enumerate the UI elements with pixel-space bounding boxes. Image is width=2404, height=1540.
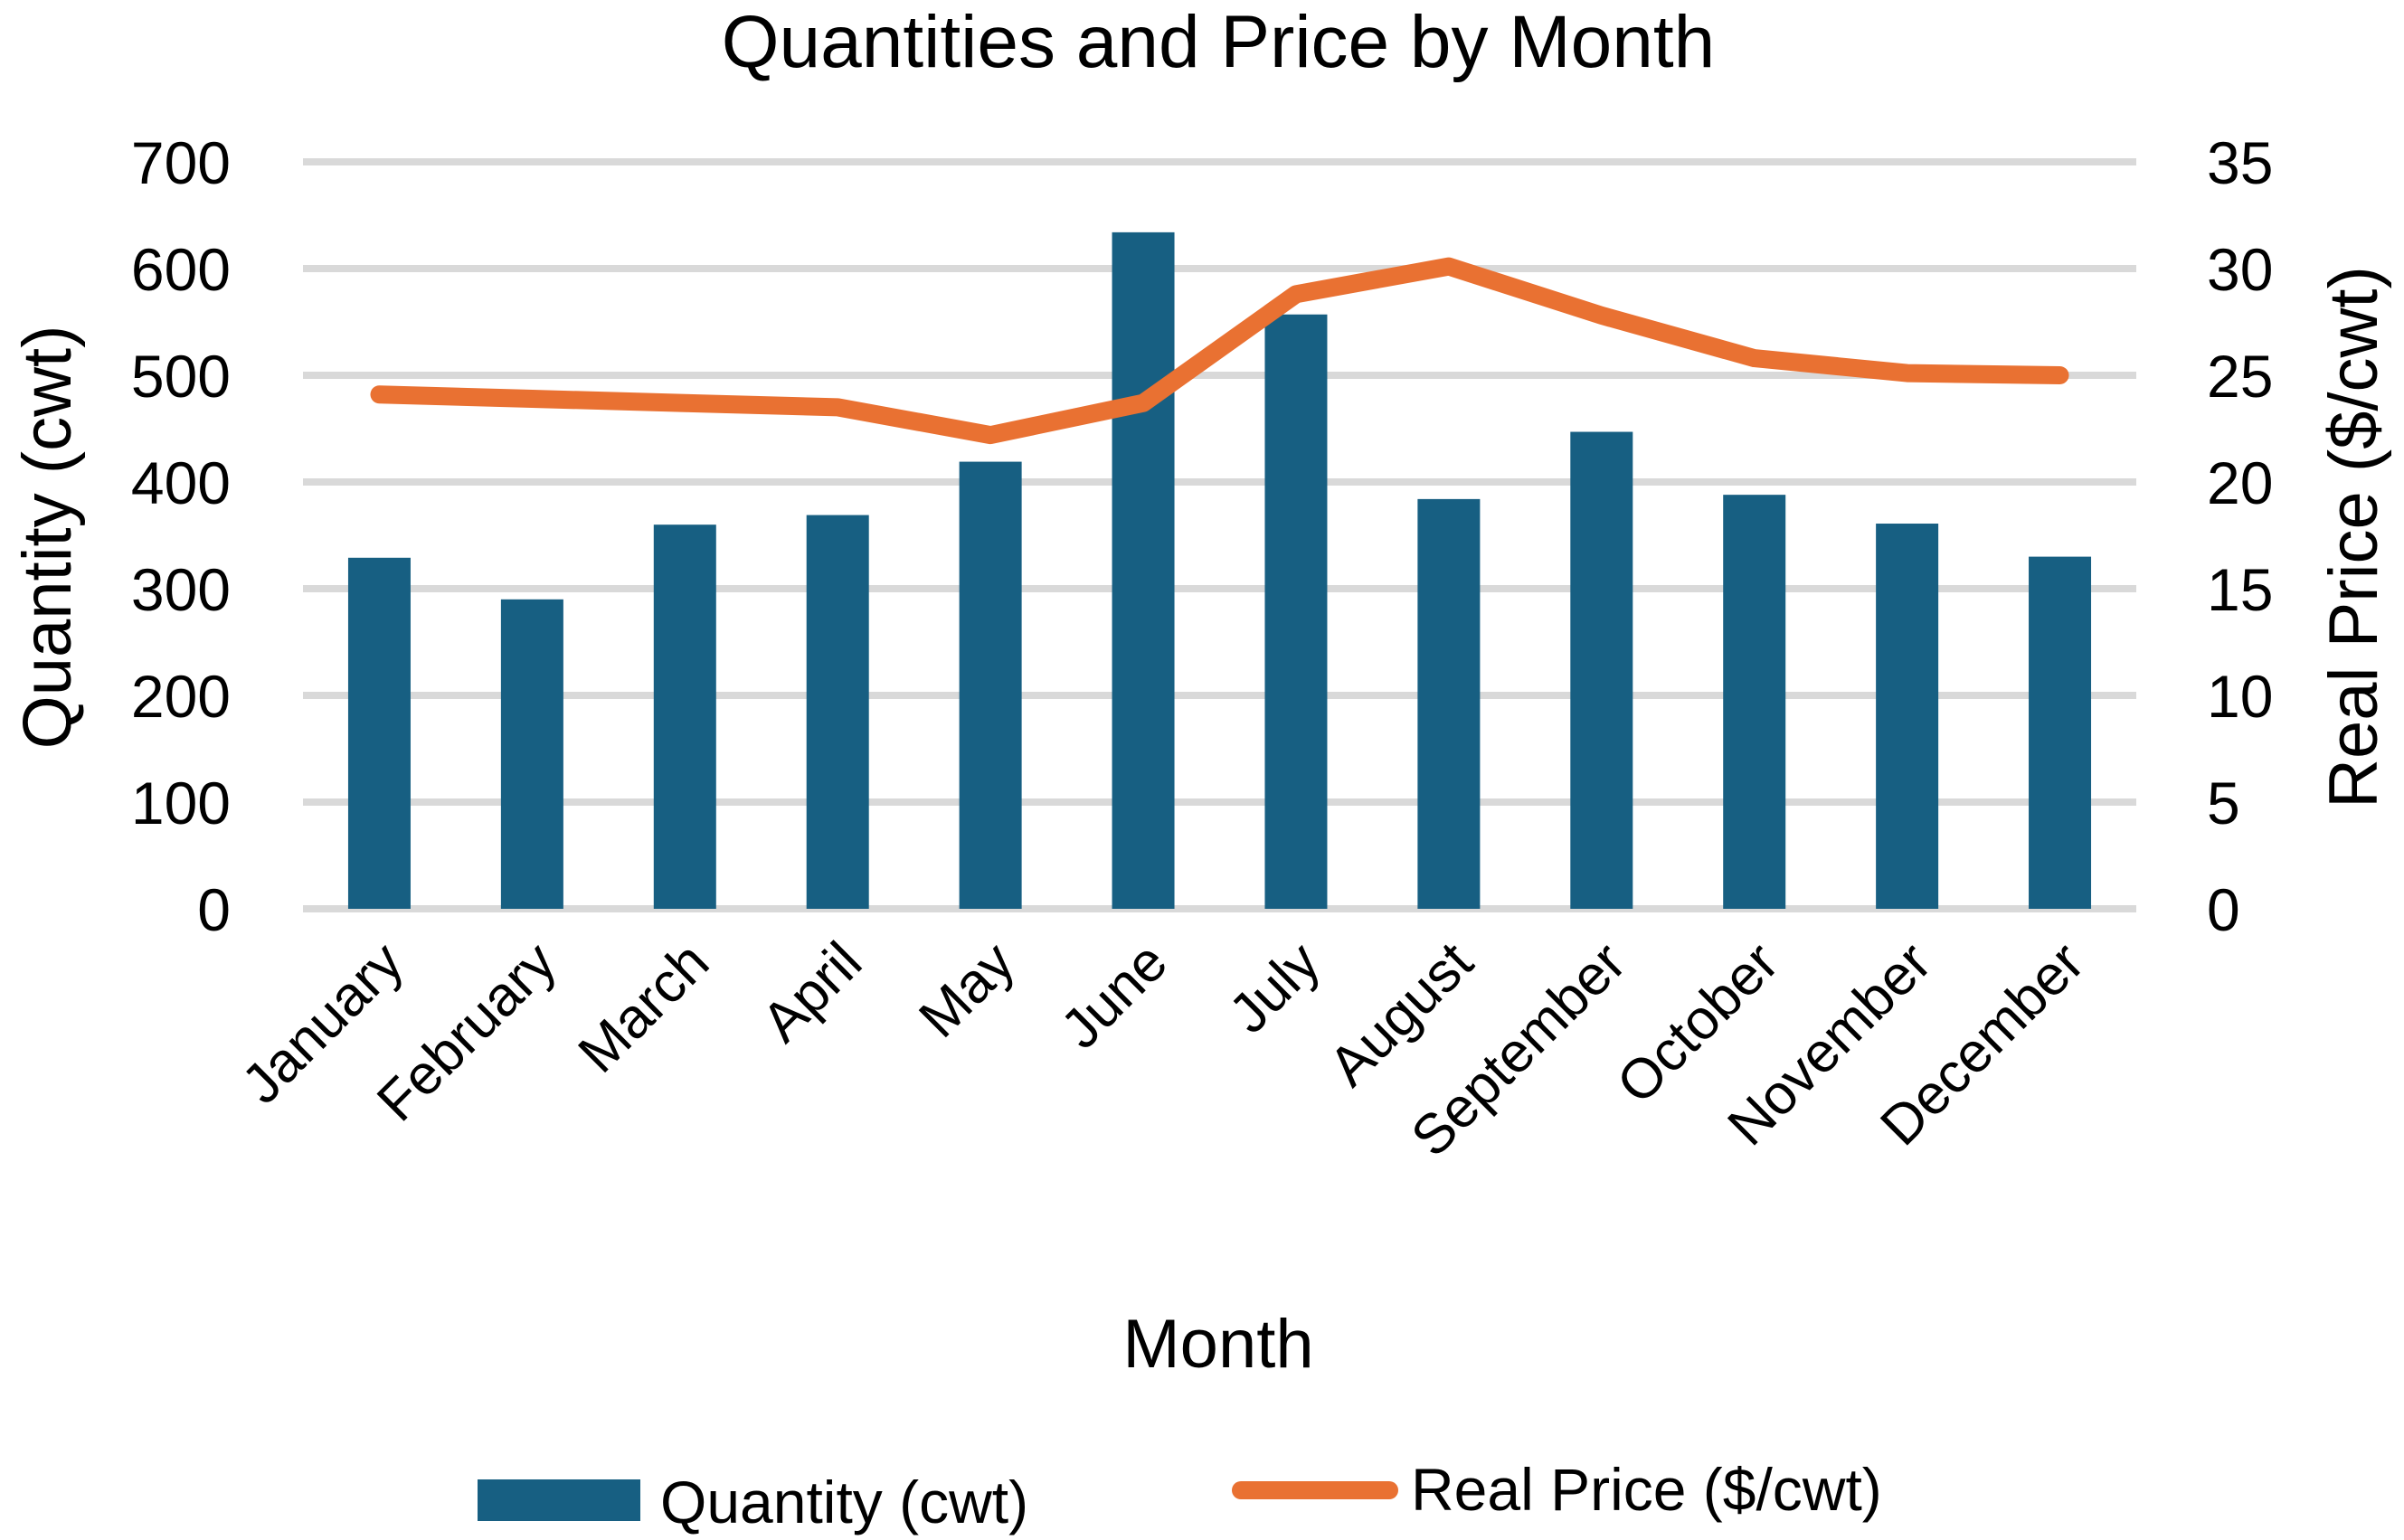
left-axis-ticks: 0 100 200 300 400 500 600 700 [131,129,231,943]
chart-title: Quantities and Price by Month [722,1,1715,83]
right-tick-label: 5 [2207,770,2240,836]
right-tick-label: 20 [2207,449,2273,516]
price-polyline [370,257,2069,445]
bar-february [500,599,563,909]
left-tick-label: 500 [131,343,231,410]
y2-axis-title: Real Price ($/cwt) [2315,266,2392,808]
left-tick-label: 600 [131,236,231,303]
legend: Quantity (cwt) Real Price ($/cwt) [478,1456,1882,1535]
bar-july [1264,314,1328,909]
bar-december [2029,556,2092,909]
x-axis-title: Month [1122,1306,1313,1383]
right-tick-label: 25 [2207,343,2273,410]
category-label: July [1217,931,1332,1045]
price-line [370,257,2069,445]
right-tick-label: 0 [2207,876,2240,943]
right-tick-label: 15 [2207,556,2273,623]
legend-bar-swatch [478,1479,640,1521]
category-label: March [567,931,722,1085]
right-axis-ticks: 0 5 10 15 20 25 30 35 [2207,129,2273,943]
left-tick-label: 100 [131,770,231,836]
quantity-bars [347,231,2092,909]
bar-november [1876,524,1939,909]
bar-march [653,524,716,909]
right-tick-label: 35 [2207,129,2273,196]
left-tick-label: 200 [131,663,231,730]
category-label: April [751,931,874,1053]
bar-october [1723,495,1786,909]
bar-april [806,515,869,909]
left-tick-label: 0 [197,876,231,943]
left-tick-label: 700 [131,129,231,196]
left-tick-label: 400 [131,449,231,516]
gridlines [303,158,2136,912]
category-label: May [907,931,1027,1050]
legend-quantity-label: Quantity (cwt) [660,1469,1028,1535]
bar-june [1112,231,1175,909]
legend-price-label: Real Price ($/cwt) [1411,1456,1882,1523]
bar-may [959,461,1022,909]
bar-september [1570,431,1633,909]
right-tick-label: 10 [2207,663,2273,730]
category-label: June [1049,931,1179,1061]
bar-january [347,557,411,909]
bar-august [1417,498,1481,909]
right-tick-label: 30 [2207,236,2273,303]
y-axis-title: Quantity (cwt) [9,326,86,750]
left-tick-label: 300 [131,556,231,623]
